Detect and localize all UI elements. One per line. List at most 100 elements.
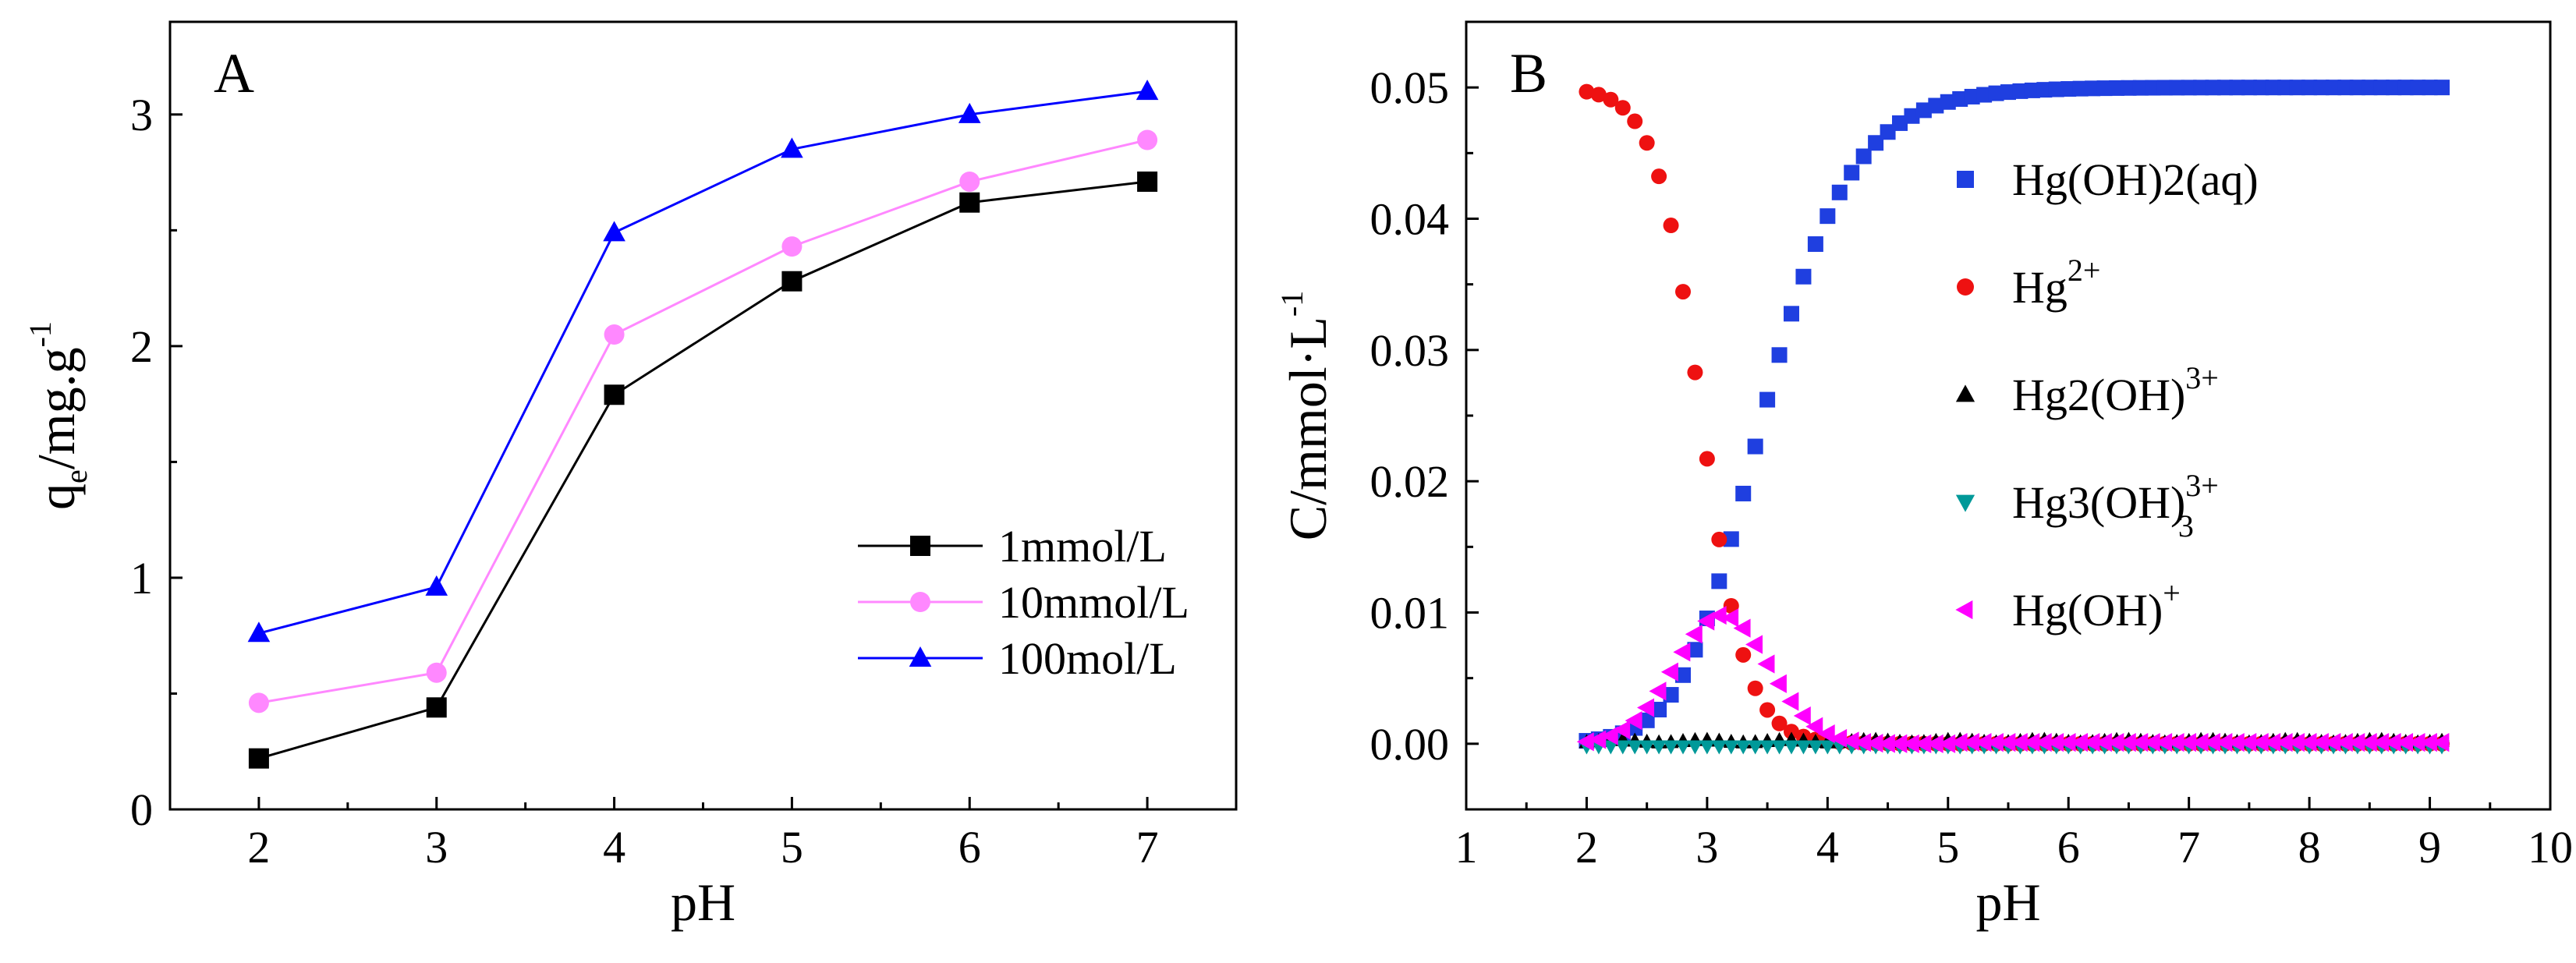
data-point bbox=[2239, 733, 2257, 752]
data-point bbox=[1723, 531, 1739, 547]
legend-marker-0 bbox=[910, 536, 930, 556]
data-point bbox=[2337, 80, 2354, 96]
panel-label-a: A bbox=[214, 42, 254, 104]
data-point bbox=[2107, 733, 2124, 752]
data-point bbox=[1904, 108, 1920, 124]
data-point bbox=[1795, 740, 1812, 755]
data-point bbox=[1651, 740, 1667, 755]
data-point bbox=[1759, 391, 1776, 408]
y-tick-label: 0.05 bbox=[1370, 62, 1450, 113]
data-point bbox=[1136, 80, 1159, 101]
data-point bbox=[1589, 730, 1607, 749]
y-tick-label: 0.01 bbox=[1370, 588, 1450, 639]
chart-b: 1 2 3 4 5 6 7 8 9 10 0.00 0.01 0.02 0.03 0.04 0.05 pH C/m… bbox=[1274, 20, 2573, 932]
legend-label: Hg2(OH)3+ bbox=[2012, 360, 2219, 420]
data-point bbox=[1757, 654, 1775, 674]
x-tick-label: 1 bbox=[1455, 822, 1478, 873]
data-point bbox=[1771, 347, 1788, 363]
data-point bbox=[2251, 733, 2269, 752]
data-point bbox=[1771, 715, 1788, 731]
data-point bbox=[1614, 740, 1631, 755]
data-point bbox=[1639, 135, 1655, 151]
legend-marker-2 bbox=[1955, 384, 1975, 402]
data-point bbox=[1687, 642, 1703, 658]
data-point bbox=[1950, 733, 1968, 752]
data-point bbox=[1675, 284, 1691, 300]
data-point bbox=[2024, 82, 2040, 98]
data-point bbox=[781, 271, 803, 292]
data-point bbox=[781, 236, 803, 257]
legend-label: Hg2+ bbox=[2012, 253, 2100, 313]
y-label-main: C/mmol·L bbox=[1278, 317, 1338, 540]
data-point bbox=[2349, 80, 2365, 96]
data-point bbox=[1687, 364, 1703, 381]
legend-sup: 2+ bbox=[2068, 253, 2101, 288]
data-point bbox=[1890, 734, 1908, 753]
data-point bbox=[1962, 733, 1980, 752]
data-point bbox=[604, 324, 625, 345]
data-point bbox=[2311, 733, 2329, 752]
data-point bbox=[1866, 734, 1883, 753]
legend-label: 1mmol/L bbox=[998, 521, 1167, 572]
y-axis-label: qe/mg.g-1 bbox=[23, 321, 94, 510]
data-point bbox=[1733, 618, 1751, 638]
data-point bbox=[1964, 88, 1980, 104]
data-point bbox=[2048, 81, 2064, 97]
data-point bbox=[1988, 85, 2004, 101]
data-point bbox=[2396, 733, 2414, 752]
data-point bbox=[1627, 740, 1643, 755]
y-label-sub: e bbox=[58, 469, 94, 483]
data-point bbox=[2359, 733, 2377, 752]
data-point bbox=[2229, 80, 2245, 96]
data-point bbox=[2121, 80, 2137, 96]
data-point bbox=[1137, 129, 1158, 150]
data-point bbox=[1855, 148, 1872, 165]
data-point bbox=[1614, 100, 1631, 116]
data-point bbox=[1771, 740, 1788, 755]
data-point bbox=[1819, 740, 1836, 755]
data-point bbox=[1844, 165, 1860, 181]
data-point bbox=[2072, 80, 2089, 97]
data-point bbox=[781, 137, 803, 158]
y-label-sup: -1 bbox=[1274, 291, 1309, 317]
legend-label: Hg(OH)+ bbox=[2012, 575, 2181, 636]
legend-main: Hg3(OH) bbox=[2012, 477, 2185, 528]
data-point bbox=[1793, 706, 1811, 726]
data-point bbox=[1723, 740, 1739, 755]
x-tick-label: 3 bbox=[425, 822, 448, 873]
data-point bbox=[1603, 740, 1619, 755]
data-point bbox=[1660, 662, 1678, 682]
data-point bbox=[1699, 740, 1715, 755]
data-point bbox=[1137, 171, 1158, 192]
data-point bbox=[2179, 733, 2197, 752]
data-point bbox=[2347, 733, 2365, 752]
x-tick-label: 2 bbox=[247, 822, 270, 873]
data-point bbox=[2071, 733, 2089, 752]
data-point bbox=[2169, 80, 2185, 96]
legend-sup: 3+ bbox=[2185, 468, 2219, 503]
data-point bbox=[1831, 184, 1848, 200]
data-point bbox=[1747, 740, 1763, 755]
data-point bbox=[603, 221, 625, 242]
y-label-sup: -1 bbox=[23, 321, 58, 347]
data-point bbox=[426, 662, 447, 683]
legend-label: Hg3(OH)3+ 3 bbox=[2012, 468, 2219, 543]
data-point bbox=[2012, 83, 2029, 99]
data-point bbox=[248, 748, 269, 769]
data-point bbox=[2022, 733, 2040, 752]
y-axis-label: C/mmol·L-1 bbox=[1274, 291, 1338, 540]
x-tick-label: 6 bbox=[958, 822, 981, 873]
data-point bbox=[1986, 733, 2004, 752]
legend-main: Hg2(OH) bbox=[2012, 370, 2185, 420]
legend-marker-1 bbox=[1957, 278, 1974, 296]
data-point bbox=[2010, 733, 2028, 752]
data-point bbox=[1938, 734, 1956, 753]
y-label-main: q bbox=[27, 483, 86, 510]
data-point bbox=[2202, 733, 2220, 752]
y-tick-label: 0 bbox=[130, 784, 153, 835]
data-point bbox=[1663, 687, 1679, 703]
data-point bbox=[2000, 84, 2016, 101]
data-point bbox=[2109, 80, 2124, 96]
